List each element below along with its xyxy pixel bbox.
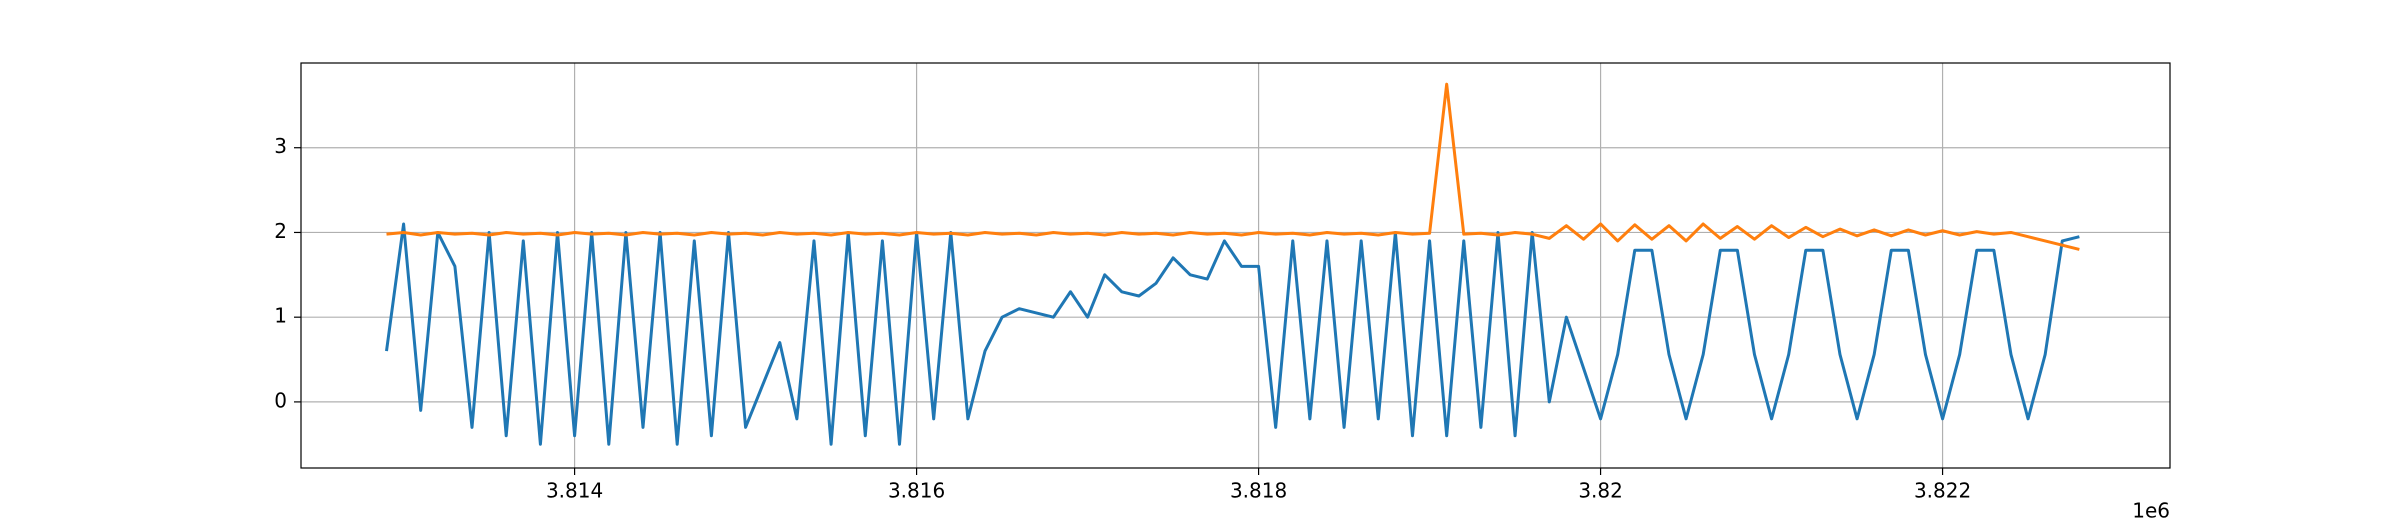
y-tick-label: 3 (274, 134, 287, 158)
y-tick-label: 2 (274, 219, 287, 243)
y-tick-label: 1 (274, 304, 287, 328)
x-offset-label: 1e6 (2132, 499, 2170, 523)
plot-frame (300, 62, 2171, 469)
x-tick-label: 3.816 (888, 479, 945, 503)
x-tick-label: 3.82 (1578, 479, 1623, 503)
x-tick-label: 3.818 (1230, 479, 1287, 503)
data-line (385, 222, 2080, 446)
x-tick-label: 3.814 (546, 479, 603, 503)
data-line (386, 82, 2080, 251)
y-tick-label: 0 (274, 388, 287, 412)
x-tick-label: 3.822 (1914, 479, 1971, 503)
